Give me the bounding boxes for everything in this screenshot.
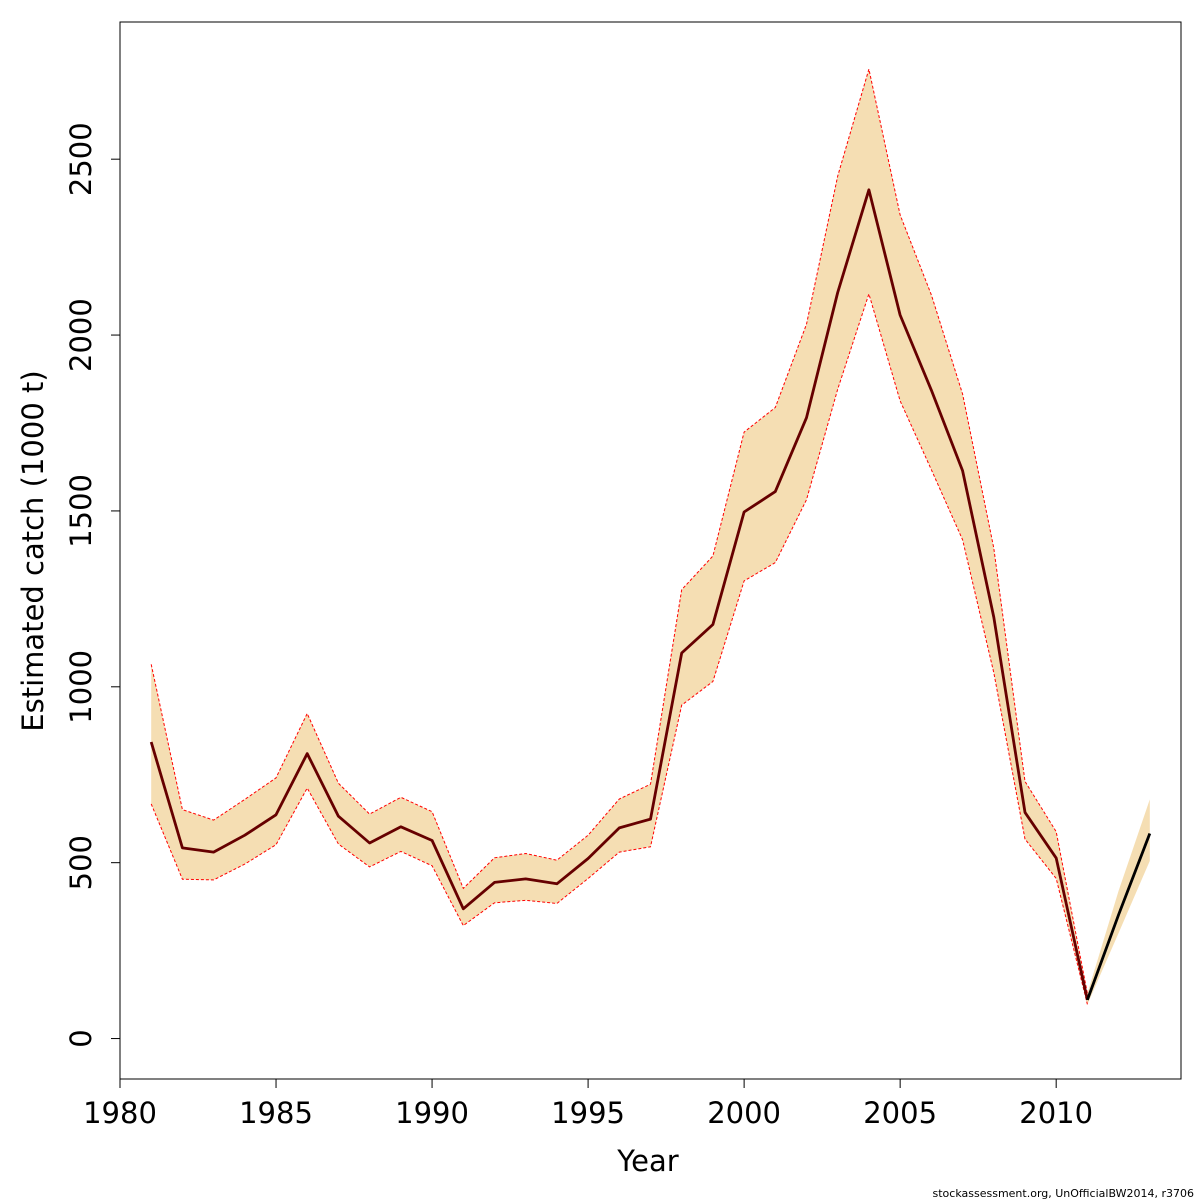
y-tick-label-1000: 1000 bbox=[64, 650, 98, 724]
x-tick-label-1990: 1990 bbox=[395, 1096, 469, 1130]
plot-frame bbox=[119, 21, 1182, 1080]
y-axis: 0 500 1000 1500 2000 2500 bbox=[64, 122, 121, 1048]
confidence-band-group bbox=[150, 68, 1150, 1005]
y-tick-label-0: 0 bbox=[64, 1029, 98, 1047]
x-tick-label-1995: 1995 bbox=[551, 1096, 625, 1130]
upper-bound-line bbox=[150, 68, 1088, 994]
y-tick-label-1500: 1500 bbox=[64, 474, 98, 548]
lower-bound-line bbox=[150, 292, 1088, 1005]
y-tick-label-500: 500 bbox=[64, 835, 98, 890]
x-tick-label-2010: 2010 bbox=[1019, 1096, 1093, 1130]
y-tick-label-2500: 2500 bbox=[64, 122, 98, 196]
y-tick-label-2000: 2000 bbox=[64, 298, 98, 372]
x-tick-label-1980: 1980 bbox=[83, 1096, 157, 1130]
x-tick-label-2000: 2000 bbox=[707, 1096, 781, 1130]
estimate-line bbox=[149, 188, 1089, 1001]
x-tick-label-1985: 1985 bbox=[239, 1096, 313, 1130]
x-axis-title: Year bbox=[616, 1144, 678, 1178]
credit-text: stockassessment.org, UnOfficialBW2014, r… bbox=[933, 1187, 1194, 1200]
estimate-line-group bbox=[149, 188, 1152, 1001]
x-tick-label-2005: 2005 bbox=[863, 1096, 937, 1130]
y-axis-title: Estimated catch (1000 t) bbox=[16, 370, 50, 731]
confidence-band bbox=[151, 69, 1150, 1005]
x-axis: 1980 1985 1990 1995 2000 2005 2010 bbox=[83, 1078, 1093, 1130]
projection-line bbox=[1086, 832, 1152, 1001]
